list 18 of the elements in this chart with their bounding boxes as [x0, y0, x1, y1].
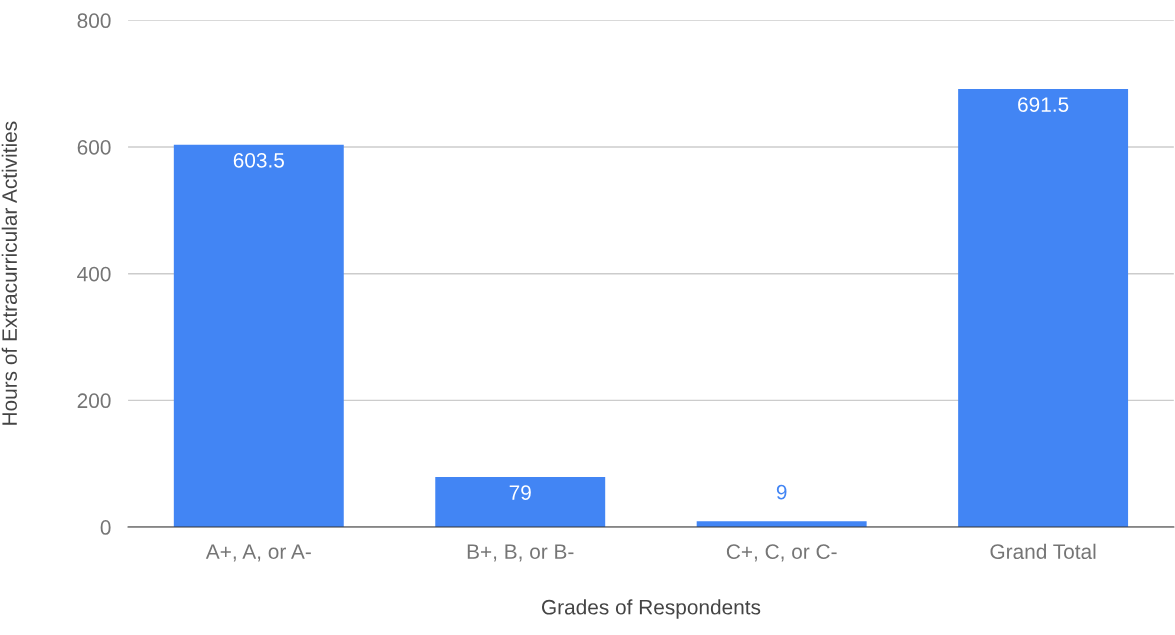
x-tick-label: Grand Total [990, 543, 1096, 560]
y-tick-label: 600 [77, 140, 111, 155]
y-tick-label: 0 [100, 520, 111, 535]
data-label: 691.5 [1018, 97, 1069, 112]
y-axis-title: Hours of Extracurricular Activities [1, 121, 17, 425]
bar [173, 144, 344, 528]
data-label: 9 [776, 484, 787, 500]
x-tick-label: A+, A, or A- [205, 544, 311, 562]
x-tick-label: B+, B, or B- [467, 544, 574, 562]
bar [958, 89, 1129, 528]
data-label: 603.5 [233, 152, 284, 168]
bar [435, 477, 606, 528]
y-tick-label: 400 [77, 266, 111, 282]
y-tick-label: 800 [77, 13, 111, 29]
x-axis-title: Grades of Respondents [541, 599, 761, 619]
y-tick-label: 200 [77, 393, 111, 409]
data-label: 79 [509, 485, 531, 500]
x-tick-label: C+, C, or C- [726, 544, 837, 562]
